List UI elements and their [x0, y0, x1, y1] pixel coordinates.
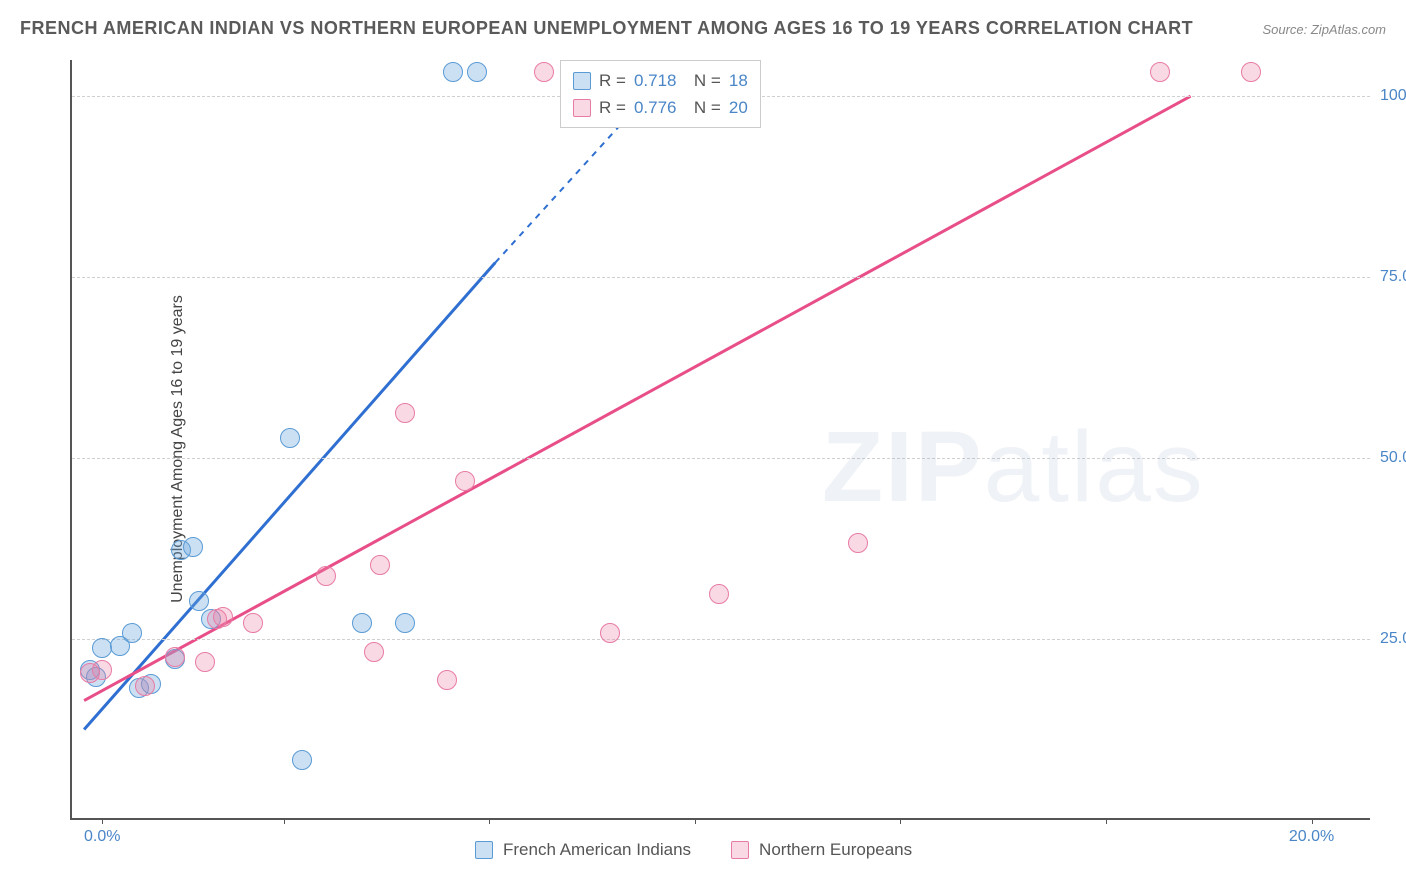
y-tick-label: 50.0%	[1380, 449, 1406, 467]
data-point-french_american_indians	[292, 750, 312, 770]
x-tick	[1106, 818, 1107, 824]
trend-line-french_american_indians	[84, 263, 495, 730]
grid-line	[72, 458, 1370, 459]
legend-label: French American Indians	[503, 840, 691, 860]
grid-line	[72, 277, 1370, 278]
legend-item-northern_europeans: Northern Europeans	[731, 840, 912, 860]
x-tick-label: 20.0%	[1289, 828, 1334, 846]
data-point-northern_europeans	[364, 642, 384, 662]
data-point-northern_europeans	[709, 584, 729, 604]
legend-swatch	[731, 841, 749, 859]
x-tick-label: 0.0%	[84, 828, 120, 846]
stat-label: N =	[684, 94, 720, 121]
data-point-northern_europeans	[600, 623, 620, 643]
data-point-french_american_indians	[183, 537, 203, 557]
data-point-northern_europeans	[316, 566, 336, 586]
trend-line-northern_europeans	[84, 96, 1191, 700]
data-point-northern_europeans	[1150, 62, 1170, 82]
stat-label: N =	[684, 67, 720, 94]
trend-lines-layer	[72, 60, 1370, 818]
stat-r-value: 0.776	[634, 94, 677, 121]
x-tick	[489, 818, 490, 824]
x-tick	[102, 818, 103, 824]
data-point-french_american_indians	[443, 62, 463, 82]
data-point-northern_europeans	[437, 670, 457, 690]
stats-box: R = 0.718 N = 18R = 0.776 N = 20	[560, 60, 761, 128]
data-point-northern_europeans	[243, 613, 263, 633]
x-tick	[900, 818, 901, 824]
data-point-northern_europeans	[213, 607, 233, 627]
data-point-northern_europeans	[135, 676, 155, 696]
x-tick	[284, 818, 285, 824]
x-tick	[695, 818, 696, 824]
data-point-northern_europeans	[848, 533, 868, 553]
y-tick-label: 25.0%	[1380, 630, 1406, 648]
plot-area: 25.0%50.0%75.0%100.0%0.0%20.0%ZIPatlas	[70, 60, 1370, 820]
legend-swatch	[573, 72, 591, 90]
data-point-northern_europeans	[395, 403, 415, 423]
watermark: ZIPatlas	[822, 410, 1205, 525]
stats-row-french_american_indians: R = 0.718 N = 18	[573, 67, 748, 94]
stat-r-value: 0.718	[634, 67, 677, 94]
bottom-legend: French American Indians Northern European…	[475, 840, 912, 860]
data-point-french_american_indians	[467, 62, 487, 82]
data-point-northern_europeans	[195, 652, 215, 672]
data-point-northern_europeans	[165, 647, 185, 667]
data-point-french_american_indians	[189, 591, 209, 611]
data-point-french_american_indians	[92, 638, 112, 658]
data-point-northern_europeans	[534, 62, 554, 82]
data-point-french_american_indians	[395, 613, 415, 633]
data-point-french_american_indians	[122, 623, 142, 643]
data-point-northern_europeans	[92, 660, 112, 680]
grid-line	[72, 639, 1370, 640]
source-label: Source: ZipAtlas.com	[1262, 22, 1386, 37]
legend-swatch	[475, 841, 493, 859]
legend-swatch	[573, 99, 591, 117]
data-point-french_american_indians	[352, 613, 372, 633]
stat-n-value: 18	[729, 67, 748, 94]
stats-row-northern_europeans: R = 0.776 N = 20	[573, 94, 748, 121]
y-tick-label: 75.0%	[1380, 268, 1406, 286]
stat-n-value: 20	[729, 94, 748, 121]
y-tick-label: 100.0%	[1380, 87, 1406, 105]
chart-title: FRENCH AMERICAN INDIAN VS NORTHERN EUROP…	[20, 18, 1193, 39]
data-point-french_american_indians	[280, 428, 300, 448]
data-point-northern_europeans	[370, 555, 390, 575]
stat-label: R =	[599, 94, 626, 121]
data-point-northern_europeans	[455, 471, 475, 491]
legend-label: Northern Europeans	[759, 840, 912, 860]
legend-item-french_american_indians: French American Indians	[475, 840, 691, 860]
x-tick	[1312, 818, 1313, 824]
data-point-northern_europeans	[1241, 62, 1261, 82]
stat-label: R =	[599, 67, 626, 94]
